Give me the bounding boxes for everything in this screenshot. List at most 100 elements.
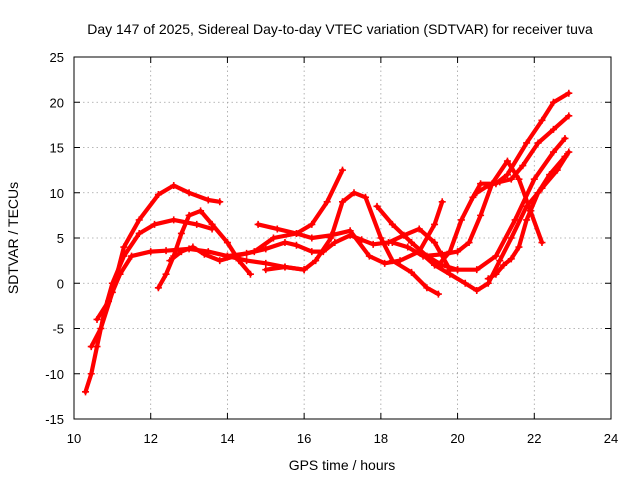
data-point <box>565 148 573 156</box>
data-point <box>254 220 262 228</box>
chart-title: Day 147 of 2025, Sidereal Day-to-day VTE… <box>87 21 593 37</box>
data-point <box>369 240 377 248</box>
data-point <box>565 89 573 97</box>
data-point <box>154 191 162 199</box>
data-point <box>204 196 212 204</box>
data-point <box>269 234 277 242</box>
data-point <box>519 162 527 170</box>
data-point <box>200 250 208 258</box>
y-tick-label: 15 <box>50 141 64 156</box>
data-point <box>408 239 416 247</box>
data-point <box>162 270 170 278</box>
data-point <box>492 252 500 260</box>
data-point <box>177 229 185 237</box>
data-point <box>223 252 231 260</box>
data-point <box>454 248 462 256</box>
y-tick-label: -15 <box>45 412 64 427</box>
data-point <box>538 239 546 247</box>
data-point <box>565 112 573 120</box>
series-track-line <box>167 199 445 266</box>
data-point <box>346 231 354 239</box>
data-point <box>87 370 95 378</box>
data-point <box>534 139 542 147</box>
series-track-line <box>474 113 571 195</box>
data-point <box>538 116 546 124</box>
data-point <box>170 182 178 190</box>
data-point <box>216 198 224 206</box>
data-point <box>438 250 446 258</box>
tick-layer: 10 12 14 16 18 20 22 24 -15 -10 -5 0 5 10 15 20 25 <box>45 50 618 446</box>
data-point <box>82 388 90 396</box>
data-point <box>339 166 346 174</box>
data-point <box>549 98 557 106</box>
data-point <box>147 248 155 256</box>
series-track-line <box>156 208 253 290</box>
data-point <box>388 239 396 247</box>
data-point <box>431 220 439 228</box>
data-point <box>546 171 554 179</box>
data-point <box>243 257 251 265</box>
data-point <box>446 248 454 256</box>
data-point <box>388 220 396 228</box>
data-point <box>523 139 531 147</box>
data-point <box>235 257 243 265</box>
data-point <box>170 216 178 224</box>
series-track-line <box>374 136 568 272</box>
data-point <box>166 257 174 265</box>
data-point <box>404 243 412 251</box>
data-point <box>530 175 538 183</box>
series-track-12 <box>415 148 573 294</box>
data-point <box>477 180 485 188</box>
y-tick-label: 10 <box>50 186 64 201</box>
data-point <box>308 248 316 256</box>
y-tick-label: 5 <box>57 231 64 246</box>
data-point <box>116 270 124 278</box>
data-point <box>415 225 423 233</box>
data-point <box>381 259 389 267</box>
data-point <box>262 259 270 267</box>
data-point <box>473 286 481 294</box>
series-track-8 <box>262 189 442 298</box>
data-point <box>507 175 515 183</box>
data-point <box>549 125 557 133</box>
data-point <box>273 225 281 233</box>
data-point <box>454 266 462 274</box>
data-point <box>431 239 439 247</box>
data-point <box>197 207 205 215</box>
y-tick-label: -5 <box>52 322 64 337</box>
data-point <box>97 325 105 332</box>
data-point <box>246 270 254 278</box>
data-point <box>434 290 442 298</box>
data-point <box>473 266 481 274</box>
data-point <box>300 266 308 274</box>
data-point <box>484 275 492 283</box>
x-tick-label: 20 <box>450 431 464 446</box>
data-point <box>477 211 485 219</box>
data-point <box>534 189 542 197</box>
data-point <box>496 257 504 265</box>
data-point <box>446 270 454 278</box>
data-point <box>438 198 446 206</box>
y-tick-label: 20 <box>50 95 64 110</box>
data-point <box>362 193 370 201</box>
data-point <box>87 343 95 351</box>
data-point <box>423 284 431 292</box>
data-point <box>373 202 381 210</box>
data-point <box>93 315 101 323</box>
data-point <box>503 157 511 165</box>
data-point <box>308 234 316 242</box>
data-point <box>185 211 193 219</box>
data-point <box>193 220 201 228</box>
data-point <box>561 153 569 161</box>
data-point <box>323 198 331 206</box>
data-point <box>561 134 569 142</box>
data-point <box>415 248 423 256</box>
series-track-line <box>417 149 571 293</box>
x-tick-label: 16 <box>297 431 311 446</box>
data-point <box>473 189 481 197</box>
series-layer <box>82 89 573 396</box>
data-point <box>358 236 366 244</box>
data-point <box>262 245 270 253</box>
data-point <box>339 198 346 206</box>
data-point <box>331 239 339 247</box>
